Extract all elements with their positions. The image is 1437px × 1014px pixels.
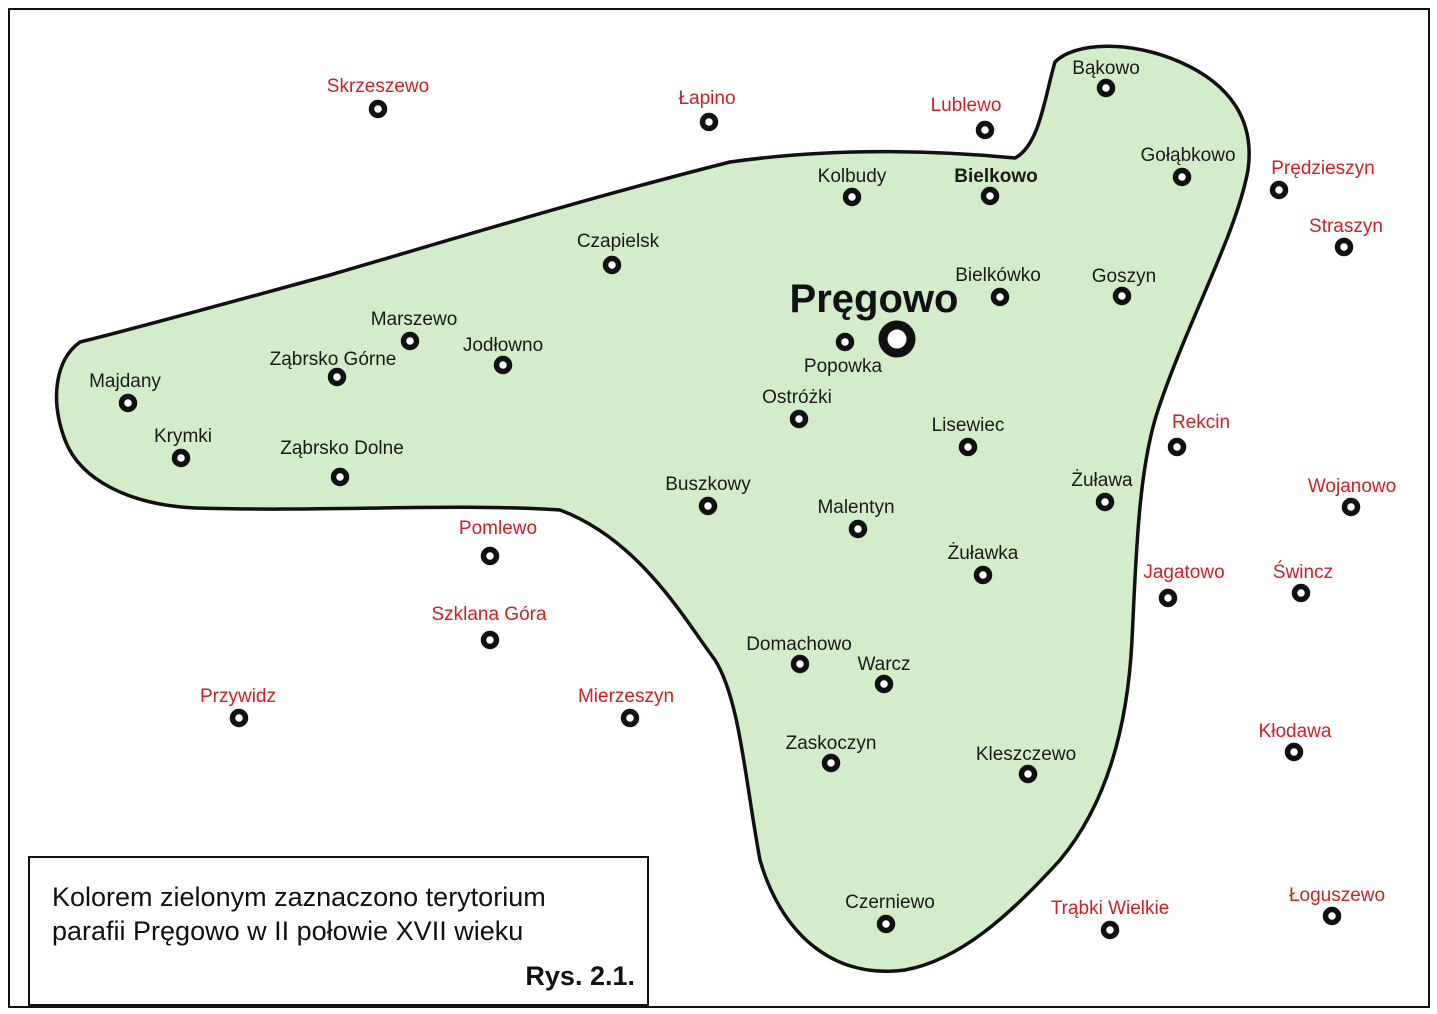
marker-apino xyxy=(699,112,719,132)
label-malentyn: Malentyn xyxy=(817,497,894,518)
marker-kolbudy xyxy=(842,187,862,207)
label-wojanowo: Wojanowo xyxy=(1308,476,1396,497)
label-skrzeszewo: Skrzeszewo xyxy=(327,76,429,97)
marker-zabrsko-gorne xyxy=(327,367,347,387)
marker-zuawa xyxy=(1095,492,1115,512)
label-popowka: Popowka xyxy=(804,356,883,377)
marker-lublewo xyxy=(975,120,995,140)
label-czerniewo: Czerniewo xyxy=(845,892,935,913)
label-zabrsko-dolne: Ząbrsko Dolne xyxy=(280,438,404,459)
marker-predzieszyn xyxy=(1269,180,1289,200)
place-markers xyxy=(118,78,1361,940)
label-kleszczewo: Kleszczewo xyxy=(976,744,1076,765)
label-rekcin: Rekcin xyxy=(1172,412,1230,433)
label-kolbudy: Kolbudy xyxy=(818,166,887,187)
label-straszyn: Straszyn xyxy=(1309,216,1383,237)
label-domachowo: Domachowo xyxy=(746,634,852,655)
marker-krymki xyxy=(171,448,191,468)
label-zabrsko-gorne: Ząbrsko Górne xyxy=(270,349,397,370)
legend-box: Kolorem zielonym zaznaczono terytorium p… xyxy=(28,856,649,1006)
place-labels: Bąkowo Gołąbkowo Kolbudy Bielkowo Czapielsk B… xyxy=(89,58,1396,919)
label-szklana-gora: Szklana Góra xyxy=(431,604,547,625)
marker-bielkowko xyxy=(990,287,1010,307)
marker-czapielsk xyxy=(602,255,622,275)
marker-szklana-gora xyxy=(480,630,500,650)
label-bielkowo: Bielkowo xyxy=(954,166,1037,187)
marker-kleszczewo xyxy=(1018,764,1038,784)
label-zaskoczyn: Zaskoczyn xyxy=(786,733,877,754)
marker-malentyn xyxy=(848,519,868,539)
marker-popowka xyxy=(835,332,855,352)
label-predzieszyn: Prędzieszyn xyxy=(1271,158,1375,179)
marker-zabrsko-dolne xyxy=(330,467,350,487)
marker-lisewiec xyxy=(958,437,978,457)
marker-swincz xyxy=(1291,583,1311,603)
marker-rekcin xyxy=(1167,437,1187,457)
marker-wojanowo xyxy=(1341,497,1361,517)
legend-line-1: Kolorem zielonym zaznaczono terytorium xyxy=(52,882,546,912)
label-buszkowy: Buszkowy xyxy=(665,474,751,495)
label-majdany: Majdany xyxy=(89,371,161,392)
label-goszyn: Goszyn xyxy=(1092,266,1156,287)
marker-czerniewo xyxy=(876,914,896,934)
label-jagatowo: Jagatowo xyxy=(1143,562,1224,583)
marker-buszkowy xyxy=(698,496,718,516)
figure-number: Rys. 2.1. xyxy=(525,961,635,991)
label-ostrozki: Ostróżki xyxy=(762,387,832,408)
marker-majdany xyxy=(118,393,138,413)
label-zuawa: Żuława xyxy=(1071,470,1133,491)
marker-warcz xyxy=(874,674,894,694)
label-trabki-wielkie: Trąbki Wielkie xyxy=(1051,898,1170,919)
label-swincz: Świncz xyxy=(1273,561,1333,583)
label-bakowo: Bąkowo xyxy=(1072,58,1140,79)
marker-jodowno xyxy=(493,355,513,375)
label-lisewiec: Lisewiec xyxy=(932,415,1005,436)
map-frame xyxy=(8,8,1430,1008)
label-warcz: Warcz xyxy=(857,654,910,675)
label-bielkowko: Bielkówko xyxy=(955,265,1041,286)
marker-goabkowo xyxy=(1172,167,1192,187)
label-lublewo: Lublewo xyxy=(931,95,1002,116)
label-jodowno: Jodłowno xyxy=(463,335,543,356)
label-zuawka: Żuławka xyxy=(948,543,1019,564)
marker-jagatowo xyxy=(1158,588,1178,608)
label-kodawa: Kłodawa xyxy=(1259,721,1332,742)
label-mierzeszyn: Mierzeszyn xyxy=(578,686,674,707)
marker-bakowo xyxy=(1096,78,1116,98)
marker-pregowo xyxy=(878,320,916,358)
marker-straszyn xyxy=(1334,237,1354,257)
label-pomlewo: Pomlewo xyxy=(459,518,537,539)
marker-zaskoczyn xyxy=(821,753,841,773)
label-oguszewo: Łoguszewo xyxy=(1289,885,1385,906)
marker-trabki-wielkie xyxy=(1100,920,1120,940)
marker-mierzeszyn xyxy=(620,708,640,728)
parish-territory xyxy=(54,44,1251,973)
label-krymki: Krymki xyxy=(154,426,212,447)
marker-kodawa xyxy=(1284,742,1304,762)
label-marszewo: Marszewo xyxy=(371,309,458,330)
marker-skrzeszewo xyxy=(368,99,388,119)
marker-domachowo xyxy=(790,654,810,674)
legend-line-2: parafii Pręgowo w II połowie XVII wieku xyxy=(52,916,524,946)
marker-pomlewo xyxy=(480,546,500,566)
label-czapielsk: Czapielsk xyxy=(577,231,660,252)
label-pregowo: Pręgowo xyxy=(790,277,959,321)
marker-goszyn xyxy=(1112,286,1132,306)
marker-zuawka xyxy=(973,565,993,585)
marker-oguszewo xyxy=(1322,906,1342,926)
label-apino: Łapino xyxy=(678,88,735,109)
marker-marszewo xyxy=(400,331,420,351)
marker-bielkowo xyxy=(980,186,1000,206)
marker-przywidz xyxy=(229,708,249,728)
marker-ostrozki xyxy=(789,409,809,429)
label-goabkowo: Gołąbkowo xyxy=(1140,145,1235,166)
label-przywidz: Przywidz xyxy=(200,686,276,707)
